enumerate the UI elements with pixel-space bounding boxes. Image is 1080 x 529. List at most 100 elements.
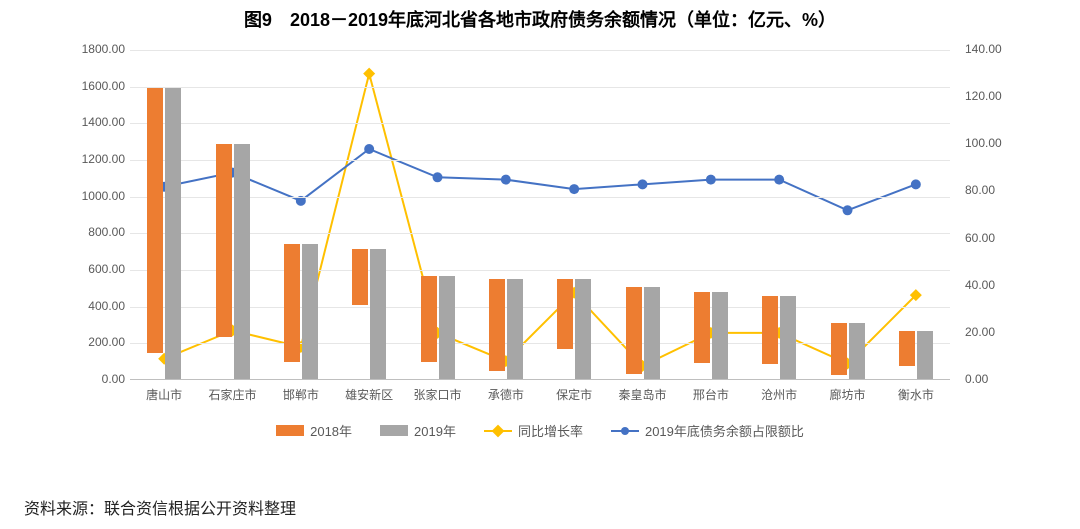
bar-2019 bbox=[780, 296, 796, 379]
y-right-tick: 100.00 bbox=[965, 136, 1020, 150]
marker-circle bbox=[843, 205, 853, 215]
bar-group bbox=[557, 279, 591, 379]
category-label: 承德市 bbox=[472, 386, 540, 403]
bar-2019 bbox=[507, 279, 523, 379]
bar-2018 bbox=[557, 279, 573, 349]
series-line bbox=[164, 74, 916, 366]
legend-2019: 2019年 bbox=[380, 421, 456, 440]
gridline bbox=[130, 197, 950, 198]
bar-group bbox=[831, 323, 865, 379]
bar-2019 bbox=[917, 331, 933, 379]
marker-circle bbox=[433, 172, 443, 182]
legend-2018: 2018年 bbox=[276, 421, 352, 440]
legend-growth: 同比增长率 bbox=[484, 421, 583, 440]
marker-circle bbox=[364, 144, 374, 154]
category-label: 廊坊市 bbox=[813, 386, 881, 403]
bar-2018 bbox=[899, 331, 915, 366]
bar-2019 bbox=[575, 279, 591, 379]
gridline bbox=[130, 343, 950, 344]
bar-group bbox=[284, 244, 318, 379]
chart-title: 图9 2018－2019年底河北省各地市政府债务余额情况（单位：亿元、%） bbox=[0, 0, 1080, 32]
gridline bbox=[130, 50, 950, 51]
category-label: 衡水市 bbox=[882, 386, 950, 403]
bar-2019 bbox=[849, 323, 865, 379]
gridline bbox=[130, 160, 950, 161]
bar-2019 bbox=[644, 287, 660, 379]
plot-area bbox=[130, 50, 950, 380]
marker-circle bbox=[911, 179, 921, 189]
bar-2018 bbox=[694, 292, 710, 364]
y-left-tick: 200.00 bbox=[60, 335, 125, 349]
y-right-tick: 60.00 bbox=[965, 231, 1020, 245]
y-left-tick: 0.00 bbox=[60, 372, 125, 386]
y-left-tick: 1600.00 bbox=[60, 79, 125, 93]
gridline bbox=[130, 233, 950, 234]
y-left-tick: 800.00 bbox=[60, 225, 125, 239]
bar-group bbox=[421, 276, 455, 379]
y-right-tick: 80.00 bbox=[965, 183, 1020, 197]
legend-growth-label: 同比增长率 bbox=[518, 421, 583, 440]
y-right-tick: 40.00 bbox=[965, 278, 1020, 292]
legend-2018-label: 2018年 bbox=[310, 421, 352, 440]
bar-2018 bbox=[284, 244, 300, 361]
category-label: 沧州市 bbox=[745, 386, 813, 403]
bar-group bbox=[626, 287, 660, 379]
marker-circle bbox=[774, 175, 784, 185]
marker-circle bbox=[501, 175, 511, 185]
bar-group bbox=[762, 296, 796, 379]
bar-2018 bbox=[352, 249, 368, 305]
marker-circle bbox=[706, 175, 716, 185]
y-right-tick: 0.00 bbox=[965, 372, 1020, 386]
bar-group bbox=[216, 144, 250, 379]
bar-group bbox=[352, 249, 386, 379]
legend-ratio: 2019年底债务余额占限额比 bbox=[611, 421, 804, 440]
y-left-tick: 1400.00 bbox=[60, 115, 125, 129]
marker-circle bbox=[569, 184, 579, 194]
chart-container: 0.00 200.00 400.00 600.00 800.00 1000.00 1200.… bbox=[60, 40, 1020, 440]
marker-circle bbox=[638, 179, 648, 189]
gridline bbox=[130, 87, 950, 88]
bar-2018 bbox=[762, 296, 778, 365]
y-left-tick: 1200.00 bbox=[60, 152, 125, 166]
gridline bbox=[130, 123, 950, 124]
legend: 2018年 2019年 同比增长率 2019年底债务余额占限额比 bbox=[60, 421, 1020, 440]
y-right-tick: 20.00 bbox=[965, 325, 1020, 339]
category-label: 保定市 bbox=[540, 386, 608, 403]
bar-2019 bbox=[370, 249, 386, 379]
bar-2018 bbox=[489, 279, 505, 371]
bar-2019 bbox=[302, 244, 318, 379]
bar-2019 bbox=[234, 144, 250, 379]
bar-2019 bbox=[439, 276, 455, 379]
y-left-tick: 1800.00 bbox=[60, 42, 125, 56]
category-label: 邢台市 bbox=[677, 386, 745, 403]
bar-group bbox=[694, 292, 728, 379]
category-label: 张家口市 bbox=[403, 386, 471, 403]
category-label: 唐山市 bbox=[130, 386, 198, 403]
y-left-tick: 600.00 bbox=[60, 262, 125, 276]
category-label: 秦皇岛市 bbox=[608, 386, 676, 403]
legend-2019-label: 2019年 bbox=[414, 421, 456, 440]
y-right-tick: 140.00 bbox=[965, 42, 1020, 56]
bar-2018 bbox=[421, 276, 437, 361]
bar-2018 bbox=[831, 323, 847, 375]
category-label: 石家庄市 bbox=[198, 386, 266, 403]
category-label: 邯郸市 bbox=[267, 386, 335, 403]
bar-2018 bbox=[147, 88, 163, 354]
bar-2019 bbox=[712, 292, 728, 379]
bar-2018 bbox=[626, 287, 642, 373]
bar-group bbox=[147, 88, 181, 380]
bar-2019 bbox=[165, 88, 181, 380]
y-left-tick: 1000.00 bbox=[60, 189, 125, 203]
bar-2018 bbox=[216, 144, 232, 337]
legend-ratio-label: 2019年底债务余额占限额比 bbox=[645, 421, 804, 440]
bar-group bbox=[489, 279, 523, 379]
series-line bbox=[164, 149, 916, 210]
bar-group bbox=[899, 331, 933, 379]
line-overlay bbox=[130, 50, 950, 379]
y-left-tick: 400.00 bbox=[60, 299, 125, 313]
source-label: 资料来源：联合资信根据公开资料整理 bbox=[24, 495, 296, 519]
category-label: 雄安新区 bbox=[335, 386, 403, 403]
gridline bbox=[130, 307, 950, 308]
y-right-tick: 120.00 bbox=[965, 89, 1020, 103]
marker-diamond bbox=[363, 68, 375, 80]
